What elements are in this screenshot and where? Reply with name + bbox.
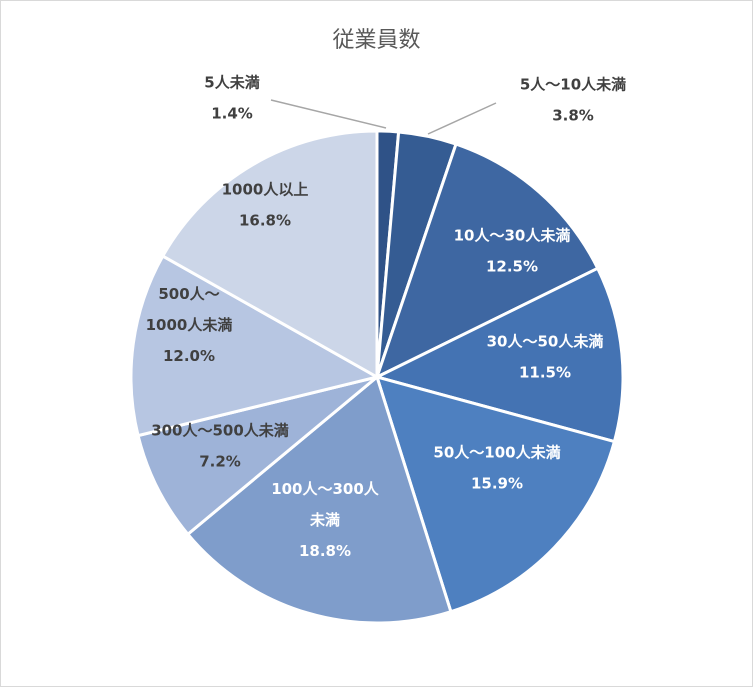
slice-category-label: 30人～50人未満 — [487, 333, 604, 351]
slice-value-label: 15.9% — [471, 475, 523, 493]
chart-title: 従業員数 — [332, 28, 421, 53]
leader-line — [427, 102, 497, 135]
slice-value-label: 12.5% — [486, 258, 538, 276]
slice-value-label: 3.8% — [552, 107, 594, 125]
slice-labels: 5人未満 1.4% 5人～10人未満 3.8% 10人～30人未満 12.5% 30人～50… — [146, 74, 627, 561]
pie-slice — [185, 374, 453, 625]
slice-value-label: 11.5% — [519, 364, 571, 382]
leader-lines — [270, 99, 497, 135]
slice-category-label: 1000人以上 — [222, 181, 309, 199]
pie-slice — [372, 266, 625, 444]
slice-category-label: 500人～ — [158, 285, 219, 303]
pie-slice — [136, 375, 378, 537]
slice-category-label: 100人～300人 — [271, 480, 380, 498]
slice-value-label: 1.4% — [211, 105, 253, 123]
slice-category-label: 300人～500人未満 — [151, 422, 289, 440]
leader-line — [270, 99, 387, 129]
pie-slice — [129, 253, 382, 438]
slice-category-label: 10人～30人未満 — [454, 227, 571, 245]
slice-category-label: 1000人未満 — [146, 316, 233, 334]
pie-slices — [129, 129, 625, 625]
slice-category-label: 未満 — [309, 511, 340, 529]
slice-category-label: 5人未満 — [204, 74, 259, 92]
pie-slice — [374, 142, 600, 380]
pie-slice — [160, 129, 379, 380]
slice-value-label: 7.2% — [199, 453, 241, 471]
slice-value-label: 18.8% — [299, 542, 351, 560]
slice-value-label: 12.0% — [163, 347, 215, 365]
slice-category-label: 50人～100人未満 — [433, 444, 560, 462]
pie-slice — [374, 374, 617, 614]
slice-category-label: 5人～10人未満 — [520, 76, 626, 94]
slice-value-label: 16.8% — [239, 212, 291, 230]
